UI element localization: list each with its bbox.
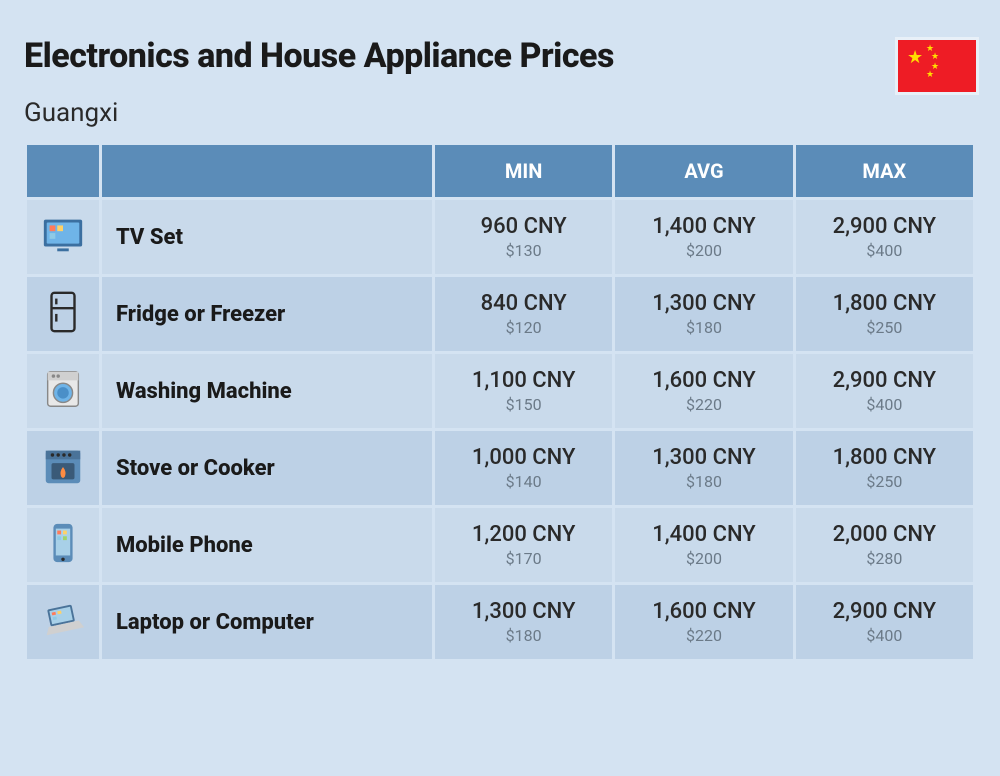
usd-value: $180 (625, 472, 782, 491)
cny-value: 2,000 CNY (806, 522, 963, 547)
cny-value: 1,400 CNY (625, 522, 782, 547)
min-cell: 840 CNY $120 (435, 277, 612, 351)
cny-value: 1,800 CNY (806, 291, 963, 316)
header-min: MIN (435, 145, 612, 197)
avg-cell: 1,300 CNY $180 (615, 277, 792, 351)
max-cell: 2,000 CNY $280 (796, 508, 973, 582)
item-name: TV Set (102, 200, 432, 274)
cny-value: 1,000 CNY (445, 445, 602, 470)
usd-value: $400 (806, 626, 963, 645)
min-cell: 960 CNY $130 (435, 200, 612, 274)
header-name-col (102, 145, 432, 197)
usd-value: $220 (625, 395, 782, 414)
min-cell: 1,200 CNY $170 (435, 508, 612, 582)
item-name: Laptop or Computer (102, 585, 432, 659)
washing-machine-icon (27, 354, 99, 428)
laptop-icon (27, 585, 99, 659)
usd-value: $250 (806, 318, 963, 337)
cny-value: 1,600 CNY (625, 368, 782, 393)
usd-value: $130 (445, 241, 602, 260)
usd-value: $140 (445, 472, 602, 491)
avg-cell: 1,300 CNY $180 (615, 431, 792, 505)
usd-value: $180 (445, 626, 602, 645)
usd-value: $220 (625, 626, 782, 645)
usd-value: $250 (806, 472, 963, 491)
phone-icon (27, 508, 99, 582)
usd-value: $200 (625, 549, 782, 568)
price-table: MIN AVG MAX TV Set 960 CNY $130 1,400 CNY… (24, 142, 976, 662)
item-name: Mobile Phone (102, 508, 432, 582)
cny-value: 2,900 CNY (806, 599, 963, 624)
header-text: Electronics and House Appliance Prices G… (24, 36, 614, 142)
avg-cell: 1,600 CNY $220 (615, 354, 792, 428)
usd-value: $170 (445, 549, 602, 568)
item-name: Stove or Cooker (102, 431, 432, 505)
page: Electronics and House Appliance Prices G… (0, 0, 1000, 662)
max-cell: 2,900 CNY $400 (796, 585, 973, 659)
tv-icon (27, 200, 99, 274)
cny-value: 1,300 CNY (625, 445, 782, 470)
cny-value: 1,100 CNY (445, 368, 602, 393)
cny-value: 1,600 CNY (625, 599, 782, 624)
min-cell: 1,000 CNY $140 (435, 431, 612, 505)
item-name: Fridge or Freezer (102, 277, 432, 351)
usd-value: $200 (625, 241, 782, 260)
usd-value: $120 (445, 318, 602, 337)
usd-value: $180 (625, 318, 782, 337)
usd-value: $150 (445, 395, 602, 414)
usd-value: $280 (806, 549, 963, 568)
cny-value: 1,200 CNY (445, 522, 602, 547)
min-cell: 1,300 CNY $180 (435, 585, 612, 659)
avg-cell: 1,400 CNY $200 (615, 200, 792, 274)
table-header-row: MIN AVG MAX (27, 145, 973, 197)
usd-value: $400 (806, 241, 963, 260)
table-row: TV Set 960 CNY $130 1,400 CNY $200 2,900 C… (27, 200, 973, 274)
max-cell: 1,800 CNY $250 (796, 431, 973, 505)
table-row: Stove or Cooker 1,000 CNY $140 1,300 CNY $… (27, 431, 973, 505)
cny-value: 2,900 CNY (806, 214, 963, 239)
header-max: MAX (796, 145, 973, 197)
page-title: Electronics and House Appliance Prices (24, 36, 614, 76)
china-flag-icon: ★ ★★★★ (898, 40, 976, 92)
header-icon-col (27, 145, 99, 197)
table-row: Laptop or Computer 1,300 CNY $180 1,600 C… (27, 585, 973, 659)
max-cell: 2,900 CNY $400 (796, 354, 973, 428)
avg-cell: 1,400 CNY $200 (615, 508, 792, 582)
table-row: Fridge or Freezer 840 CNY $120 1,300 CNY $… (27, 277, 973, 351)
cny-value: 1,800 CNY (806, 445, 963, 470)
header-row: Electronics and House Appliance Prices G… (24, 36, 976, 142)
cny-value: 2,900 CNY (806, 368, 963, 393)
table-row: Mobile Phone 1,200 CNY $170 1,400 CNY $200… (27, 508, 973, 582)
cny-value: 1,400 CNY (625, 214, 782, 239)
max-cell: 2,900 CNY $400 (796, 200, 973, 274)
table-row: Washing Machine 1,100 CNY $150 1,600 CNY $… (27, 354, 973, 428)
avg-cell: 1,600 CNY $220 (615, 585, 792, 659)
item-name: Washing Machine (102, 354, 432, 428)
cny-value: 1,300 CNY (445, 599, 602, 624)
fridge-icon (27, 277, 99, 351)
stove-icon (27, 431, 99, 505)
max-cell: 1,800 CNY $250 (796, 277, 973, 351)
header-avg: AVG (615, 145, 792, 197)
cny-value: 1,300 CNY (625, 291, 782, 316)
usd-value: $400 (806, 395, 963, 414)
page-subtitle: Guangxi (24, 98, 614, 128)
cny-value: 840 CNY (445, 291, 602, 316)
cny-value: 960 CNY (445, 214, 602, 239)
min-cell: 1,100 CNY $150 (435, 354, 612, 428)
